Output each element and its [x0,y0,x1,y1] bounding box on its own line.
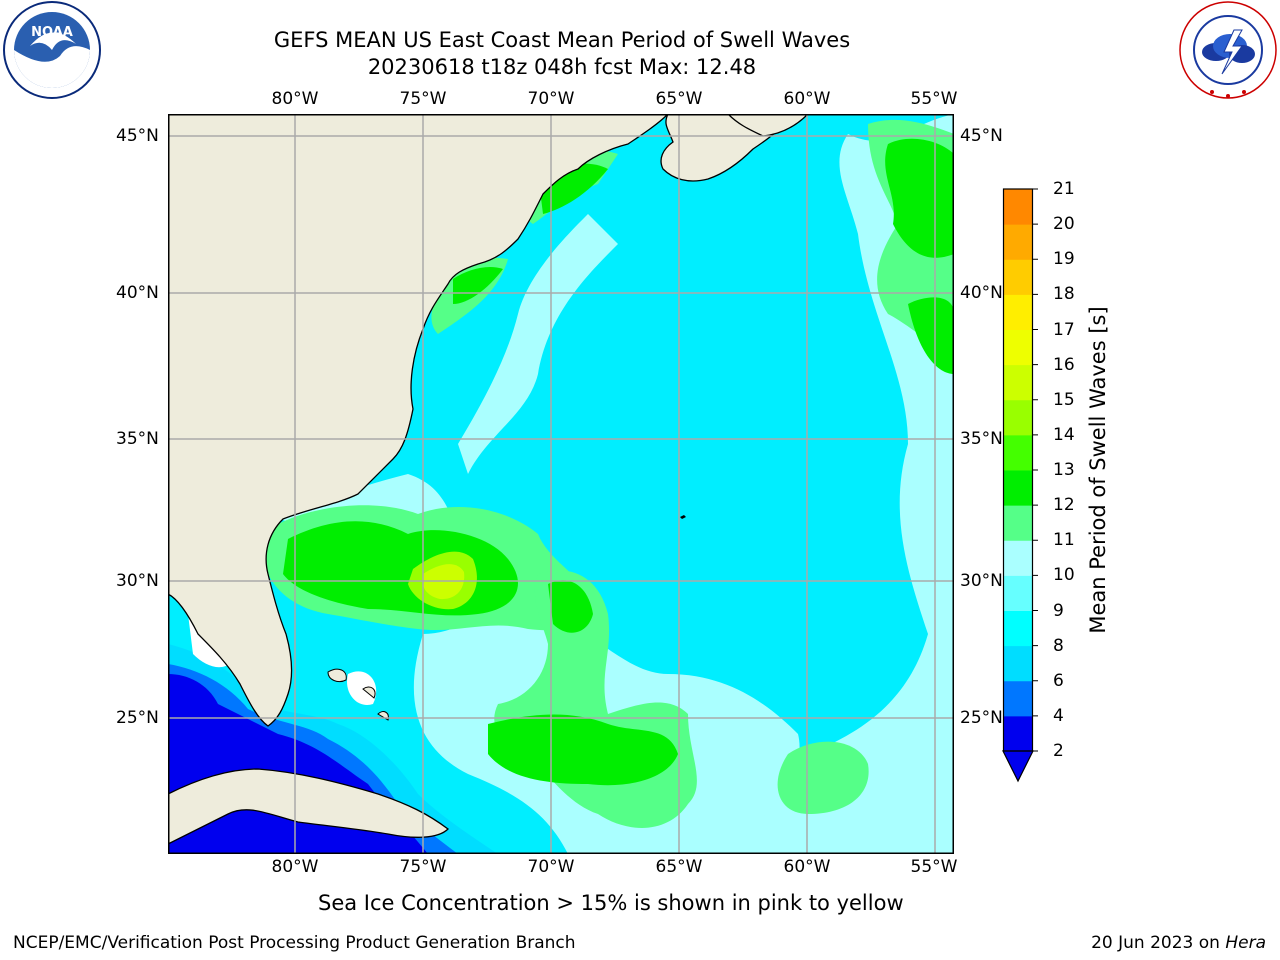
colorbar [1002,188,1038,783]
noaa-logo: NOAA [3,1,101,99]
colorbar-segment [1003,224,1033,260]
colorbar-tick-label: 8 [1053,635,1064,656]
colorbar-border [1002,188,1034,752]
colorbar-tick-label: 9 [1053,600,1064,621]
footer-date: 20 Jun 2023 on Hera [1091,933,1266,953]
colorbar-segment [1003,189,1033,225]
colorbar-segment [1003,610,1033,647]
colorbar-tick-label: 13 [1053,460,1075,480]
colorbar-segment [1003,680,1033,717]
colorbar-title: Mean Period of Swell Waves [s] [1086,306,1110,634]
lon-label: 75°W [399,857,447,877]
colorbar-tick-label: 20 [1053,214,1075,235]
colorbar-tick-label: 4 [1053,705,1064,726]
sea-ice-note: Sea Ice Concentration > 15% is shown in … [318,891,904,915]
footer-machine: Hera [1225,933,1266,953]
lon-label: 75°W [399,89,447,109]
svg-text:NOAA: NOAA [31,25,73,40]
colorbar-segment [1003,434,1033,471]
lon-label: 80°W [271,857,319,877]
colorbar-segment [1003,259,1033,295]
colorbar-tick-label: 2 [1053,741,1064,761]
lat-label: 35°N [116,429,159,449]
colorbar-segment [1003,645,1033,682]
lon-label: 65°W [655,89,703,109]
colorbar-segment [1003,470,1033,506]
colorbar-segment [1003,329,1033,366]
colorbar-tick-label: 6 [1053,670,1064,691]
map-border [168,114,954,854]
colorbar-tick-label: 14 [1053,424,1075,445]
colorbar-tick-label: 18 [1053,284,1075,305]
chart-subtitle: 20230618 t18z 048h fcst Max: 12.48 [367,55,757,79]
chart-title: GEFS MEAN US East Coast Mean Period of S… [273,28,851,52]
lon-label: 60°W [783,89,831,109]
lat-label: 35°N [960,429,1003,449]
lat-label: 40°N [960,283,1003,303]
colorbar-tick-label: 15 [1053,389,1075,410]
colorbar-segment [1003,505,1033,541]
footer-date-text: 20 Jun 2023 on [1091,933,1226,953]
colorbar-segment [1003,364,1033,401]
bermuda-island [680,515,686,519]
colorbar-tick-label: 10 [1053,565,1075,586]
footer-credit: NCEP/EMC/Verification Post Processing Pr… [13,933,576,953]
lon-label: 55°W [910,857,958,877]
lon-label: 80°W [271,89,319,109]
colorbar-segment [1003,715,1033,752]
lat-label: 45°N [116,126,159,146]
lon-label: 70°W [527,857,575,877]
colorbar-tick-label: 12 [1053,495,1075,516]
colorbar-segment [1003,575,1033,611]
colorbar-segment [1003,294,1033,330]
nws-logo [1179,1,1277,99]
lat-label: 45°N [960,126,1003,146]
colorbar-segment [1003,399,1033,436]
lon-label: 65°W [655,857,703,877]
lat-label: 30°N [116,571,159,591]
colorbar-under-arrow [1002,750,1034,783]
north-america-land [168,114,669,727]
lat-label: 40°N [116,283,159,303]
lon-label: 55°W [910,89,958,109]
lon-label: 60°W [783,857,831,877]
colorbar-tick-label: 21 [1053,179,1075,199]
colorbar-tick-label: 17 [1053,319,1075,340]
map-panel [168,114,954,854]
lat-label: 25°N [960,708,1003,728]
lon-label: 70°W [527,89,575,109]
cuba-land [168,768,449,845]
swell-period-map [168,114,954,854]
colorbar-tick-label: 19 [1053,249,1075,270]
bahamas-islands [327,668,389,721]
colorbar-tick-label: 11 [1053,530,1075,551]
lat-label: 25°N [116,708,159,728]
lat-label: 30°N [960,571,1003,591]
graticule [168,114,954,854]
colorbar-tick-label: 16 [1053,354,1075,375]
colorbar-segment [1003,540,1033,576]
